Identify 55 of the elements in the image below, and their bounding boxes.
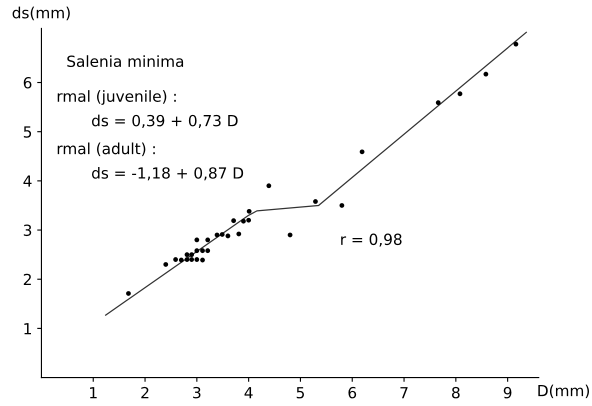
y-tick-label: 5 (24, 126, 32, 138)
point (194, 237, 200, 242)
point (313, 199, 318, 204)
annotation: ds = 0,39 + 0,73 D (92, 114, 238, 128)
point (514, 42, 518, 47)
y-tick-label: 2 (24, 274, 31, 286)
point (246, 208, 252, 214)
point (436, 100, 441, 106)
point (200, 248, 205, 254)
x-tick-label: 3 (193, 386, 200, 398)
annotation: rmal (juvenile) : (58, 90, 176, 105)
annotation: r = 0,98 (341, 234, 402, 247)
point (200, 258, 205, 262)
x-tick-label: 1 (90, 387, 97, 398)
point (184, 257, 190, 262)
point (194, 248, 200, 254)
y-tick-label: 1 (24, 323, 31, 334)
point (194, 257, 200, 262)
y-tick-label: 6 (24, 76, 32, 89)
point (184, 252, 190, 258)
point (458, 91, 462, 96)
y-tick-label: 4 (23, 176, 32, 187)
point (360, 149, 364, 154)
point (126, 291, 131, 296)
x-tick-label: 8 (452, 386, 460, 398)
point (214, 232, 220, 238)
y-tick-label: 3 (24, 224, 32, 236)
point (231, 218, 236, 224)
point (339, 203, 344, 208)
point (483, 72, 488, 77)
x-tick-label: 7 (400, 387, 408, 398)
point (205, 237, 210, 242)
annotation: rmal (adult) : (58, 142, 155, 156)
point (189, 257, 194, 262)
annotation: ds = -1,18 + 0,87 D (92, 166, 244, 180)
point (173, 257, 178, 262)
point (220, 232, 225, 237)
text: Salenia minima (67, 55, 184, 68)
point (246, 218, 252, 223)
point (205, 248, 210, 254)
y-axis-title: ds(mm) (12, 6, 70, 20)
x-tick-label: 2 (141, 386, 148, 398)
point (178, 258, 184, 262)
point (236, 232, 242, 236)
point (241, 218, 246, 224)
x-tick-label: 4 (244, 387, 253, 398)
point (189, 252, 194, 258)
x-tick-label: 5 (296, 387, 304, 398)
point (163, 262, 168, 267)
x-tick-label: 9 (504, 386, 512, 398)
point (226, 234, 230, 238)
point (266, 183, 272, 188)
x-axis-title: D(mm) (538, 384, 589, 398)
point (288, 232, 292, 238)
x-tick-label: 6 (348, 386, 356, 398)
